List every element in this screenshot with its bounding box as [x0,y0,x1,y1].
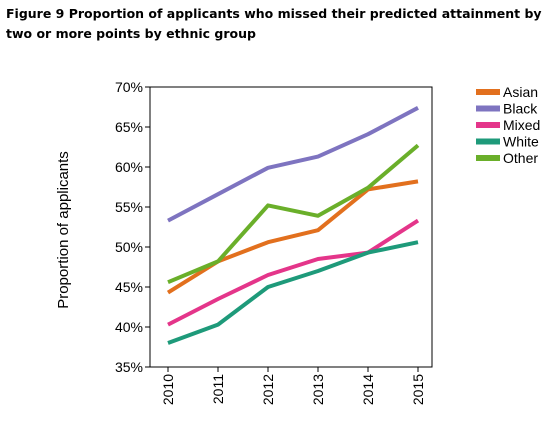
legend-swatch-asian [476,89,500,95]
legend-swatch-black [476,105,500,112]
y-tick-label: 70% [115,79,143,95]
x-tick-label: 2010 [160,374,176,405]
y-tick-label: 60% [115,159,143,175]
legend-label-mixed: Mixed [503,117,540,133]
y-tick-label: 55% [115,199,143,215]
x-axis: 2010 2011 2012 2013 2014 2015 [160,367,426,405]
y-tick-label: 50% [115,239,143,255]
legend-label-other: Other [503,150,538,166]
series-line-asian [166,179,419,295]
x-tick-label: 2015 [410,374,426,405]
legend-swatch-other [476,155,500,161]
series-lines [166,106,420,345]
series-line-white [167,240,419,345]
legend-label-asian: Asian [503,84,538,100]
y-tick-label: 35% [115,359,143,375]
series-line-black [167,106,419,223]
legend-swatch-mixed [476,122,500,128]
series-line-mixed [167,218,420,327]
x-tick-label: 2011 [210,374,226,404]
y-axis: 35% 40% 45% 50% 55% 60% 65% 70% [115,79,150,375]
y-tick-label: 45% [115,279,143,295]
y-tick-label: 65% [115,119,143,135]
y-tick-label: 40% [115,319,143,335]
x-tick-label: 2014 [360,374,376,405]
series-line-other [167,143,420,285]
figure-title: Figure 9 Proportion of applicants who mi… [6,6,542,41]
x-tick-label: 2012 [260,374,276,405]
y-axis-title: Proportion of applicants [55,151,72,309]
legend-swatch-white [476,138,500,145]
legend-label-white: White [503,134,539,150]
x-tick-label: 2013 [310,374,326,405]
plot-area-frame [149,86,433,368]
legend-label-black: Black [503,101,538,117]
